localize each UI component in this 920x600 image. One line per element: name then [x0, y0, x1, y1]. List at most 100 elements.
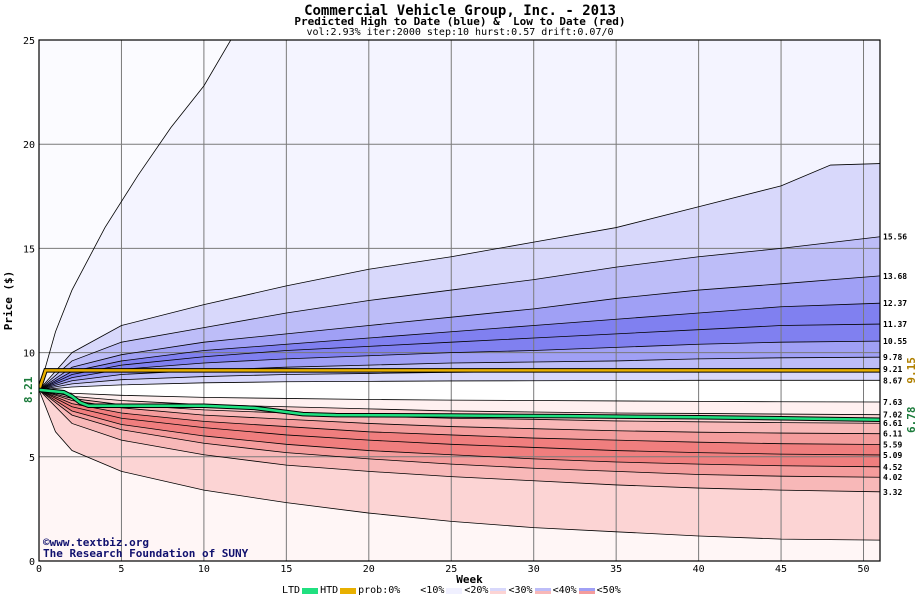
- percentile-curve-11: [39, 389, 880, 416]
- legend-ltd-label: LTD: [282, 585, 301, 596]
- probability-band-2: [39, 236, 880, 390]
- probability-band-15: [39, 389, 880, 467]
- legend-bin-0-swatch: [446, 587, 463, 594]
- percentile-curve-16: [39, 389, 880, 468]
- probability-band-18: [39, 389, 880, 541]
- end-label-15: 5.09: [883, 451, 902, 460]
- x-tick-label-15: 15: [280, 564, 292, 575]
- probability-band-14: [39, 389, 880, 455]
- plot-frame: [38, 39, 881, 562]
- legend-ltd-swatch: [302, 587, 319, 594]
- band-bottom: [39, 389, 880, 561]
- percentile-curve-17: [39, 389, 880, 478]
- y-tick-label-15: 15: [23, 244, 35, 255]
- percentile-curve-2: [39, 236, 880, 391]
- legend-htd-swatch: [340, 587, 357, 594]
- x-tick-label-0: 0: [36, 564, 42, 575]
- htd-line: [39, 369, 880, 391]
- legend-bin-3: <40%: [552, 585, 577, 596]
- watermark-org: The Research Foundation of SUNY: [43, 547, 249, 560]
- percentile-curve-4: [39, 302, 880, 391]
- y-tick-label-10: 10: [23, 349, 35, 360]
- probability-band-3: [39, 275, 880, 390]
- end-label-18: 3.32: [883, 488, 902, 497]
- legend-bin-0: <10%: [420, 585, 445, 596]
- probability-band-17: [39, 389, 880, 492]
- probability-band-5: [39, 324, 880, 390]
- percentile-curve-9: [39, 379, 880, 391]
- x-tick-label-20: 20: [363, 564, 375, 575]
- legend-bin-1-swatch: [490, 587, 507, 594]
- x-tick-label-10: 10: [198, 564, 210, 575]
- end-label-8: 9.21: [883, 365, 902, 374]
- percentile-curve-0: [39, 40, 232, 391]
- percentile-curve-18: [39, 389, 880, 493]
- legend-bin-1: <20%: [464, 585, 489, 596]
- end-label-14: 5.59: [883, 441, 902, 450]
- percentile-curve-7: [39, 356, 880, 391]
- legend-prob-0-swatch: [402, 587, 419, 594]
- x-tick-label-30: 30: [528, 564, 540, 575]
- percentile-curve-19: [39, 389, 880, 541]
- end-label-11: 7.02: [883, 411, 902, 420]
- probability-band-10: [39, 389, 880, 415]
- end-label-9: 8.67: [883, 376, 902, 385]
- y-tick-label-5: 5: [29, 453, 35, 464]
- start-price-label: 8.21: [22, 376, 35, 403]
- chart-subtitle: Predicted High to Date (blue) & Low to D…: [294, 15, 626, 28]
- x-axis-label: Week: [456, 573, 483, 586]
- probability-band-9: [39, 380, 880, 402]
- ltd-line: [39, 388, 880, 421]
- probability-band-16: [39, 389, 880, 478]
- legend: LTD HTD prob:0% <10% <20% <30% <40% <50%: [282, 585, 621, 596]
- ltd-end-label: 6.78: [905, 406, 918, 433]
- probability-band-0: [39, 40, 880, 390]
- end-label-6: 10.55: [883, 337, 907, 346]
- watermark-url: ©www.textbiz.org: [43, 536, 149, 549]
- percentile-curve-1: [39, 163, 880, 391]
- y-tick-label-25: 25: [23, 36, 35, 47]
- end-label-10: 7.63: [883, 398, 902, 407]
- probability-band-12: [39, 389, 880, 434]
- x-tick-label-50: 50: [857, 564, 869, 575]
- legend-bin-3-swatch: [578, 587, 595, 594]
- end-label-4: 12.37: [883, 299, 907, 308]
- probability-band-13: [39, 389, 880, 445]
- legend-bin-2: <30%: [508, 585, 533, 596]
- end-label-2: 15.56: [883, 233, 907, 242]
- end-label-3: 13.68: [883, 272, 907, 281]
- end-label-5: 11.37: [883, 320, 907, 329]
- percentile-curve-10: [39, 389, 880, 403]
- probability-band-7: [39, 357, 880, 390]
- end-label-7: 9.78: [883, 353, 902, 362]
- end-label-12: 6.61: [883, 419, 902, 428]
- percentile-curve-3: [39, 275, 880, 391]
- legend-prob-label: prob:0%: [358, 585, 401, 596]
- end-label-17: 4.02: [883, 473, 902, 482]
- x-tick-label-45: 45: [775, 564, 787, 575]
- chart-params: vol:2.93% iter:2000 step:10 hurst:0.57 d…: [306, 27, 614, 38]
- probability-band-1: [39, 163, 880, 390]
- x-tick-label-40: 40: [693, 564, 705, 575]
- legend-htd-label: HTD: [320, 585, 339, 596]
- x-tick-label-25: 25: [445, 564, 457, 575]
- probability-band-4: [39, 303, 880, 390]
- percentile-curve-15: [39, 389, 880, 456]
- y-tick-label-0: 0: [29, 557, 35, 568]
- x-tick-label-35: 35: [610, 564, 622, 575]
- probability-band-6: [39, 341, 880, 390]
- y-axis-label: Price ($): [2, 271, 15, 331]
- band-top: [39, 40, 880, 390]
- x-tick-label-5: 5: [118, 564, 124, 575]
- percentile-curve-5: [39, 323, 880, 391]
- end-label-13: 6.11: [883, 430, 902, 439]
- chart-title: Commercial Vehicle Group, Inc. - 2013: [304, 3, 616, 19]
- htd-end-label: 9.15: [905, 357, 918, 384]
- percentile-curve-14: [39, 389, 880, 445]
- probability-band-8: [39, 369, 880, 390]
- end-label-16: 4.52: [883, 463, 902, 472]
- y-tick-label-20: 20: [23, 140, 35, 151]
- legend-bin-2-swatch: [534, 587, 551, 594]
- legend-bin-4: <50%: [596, 585, 621, 596]
